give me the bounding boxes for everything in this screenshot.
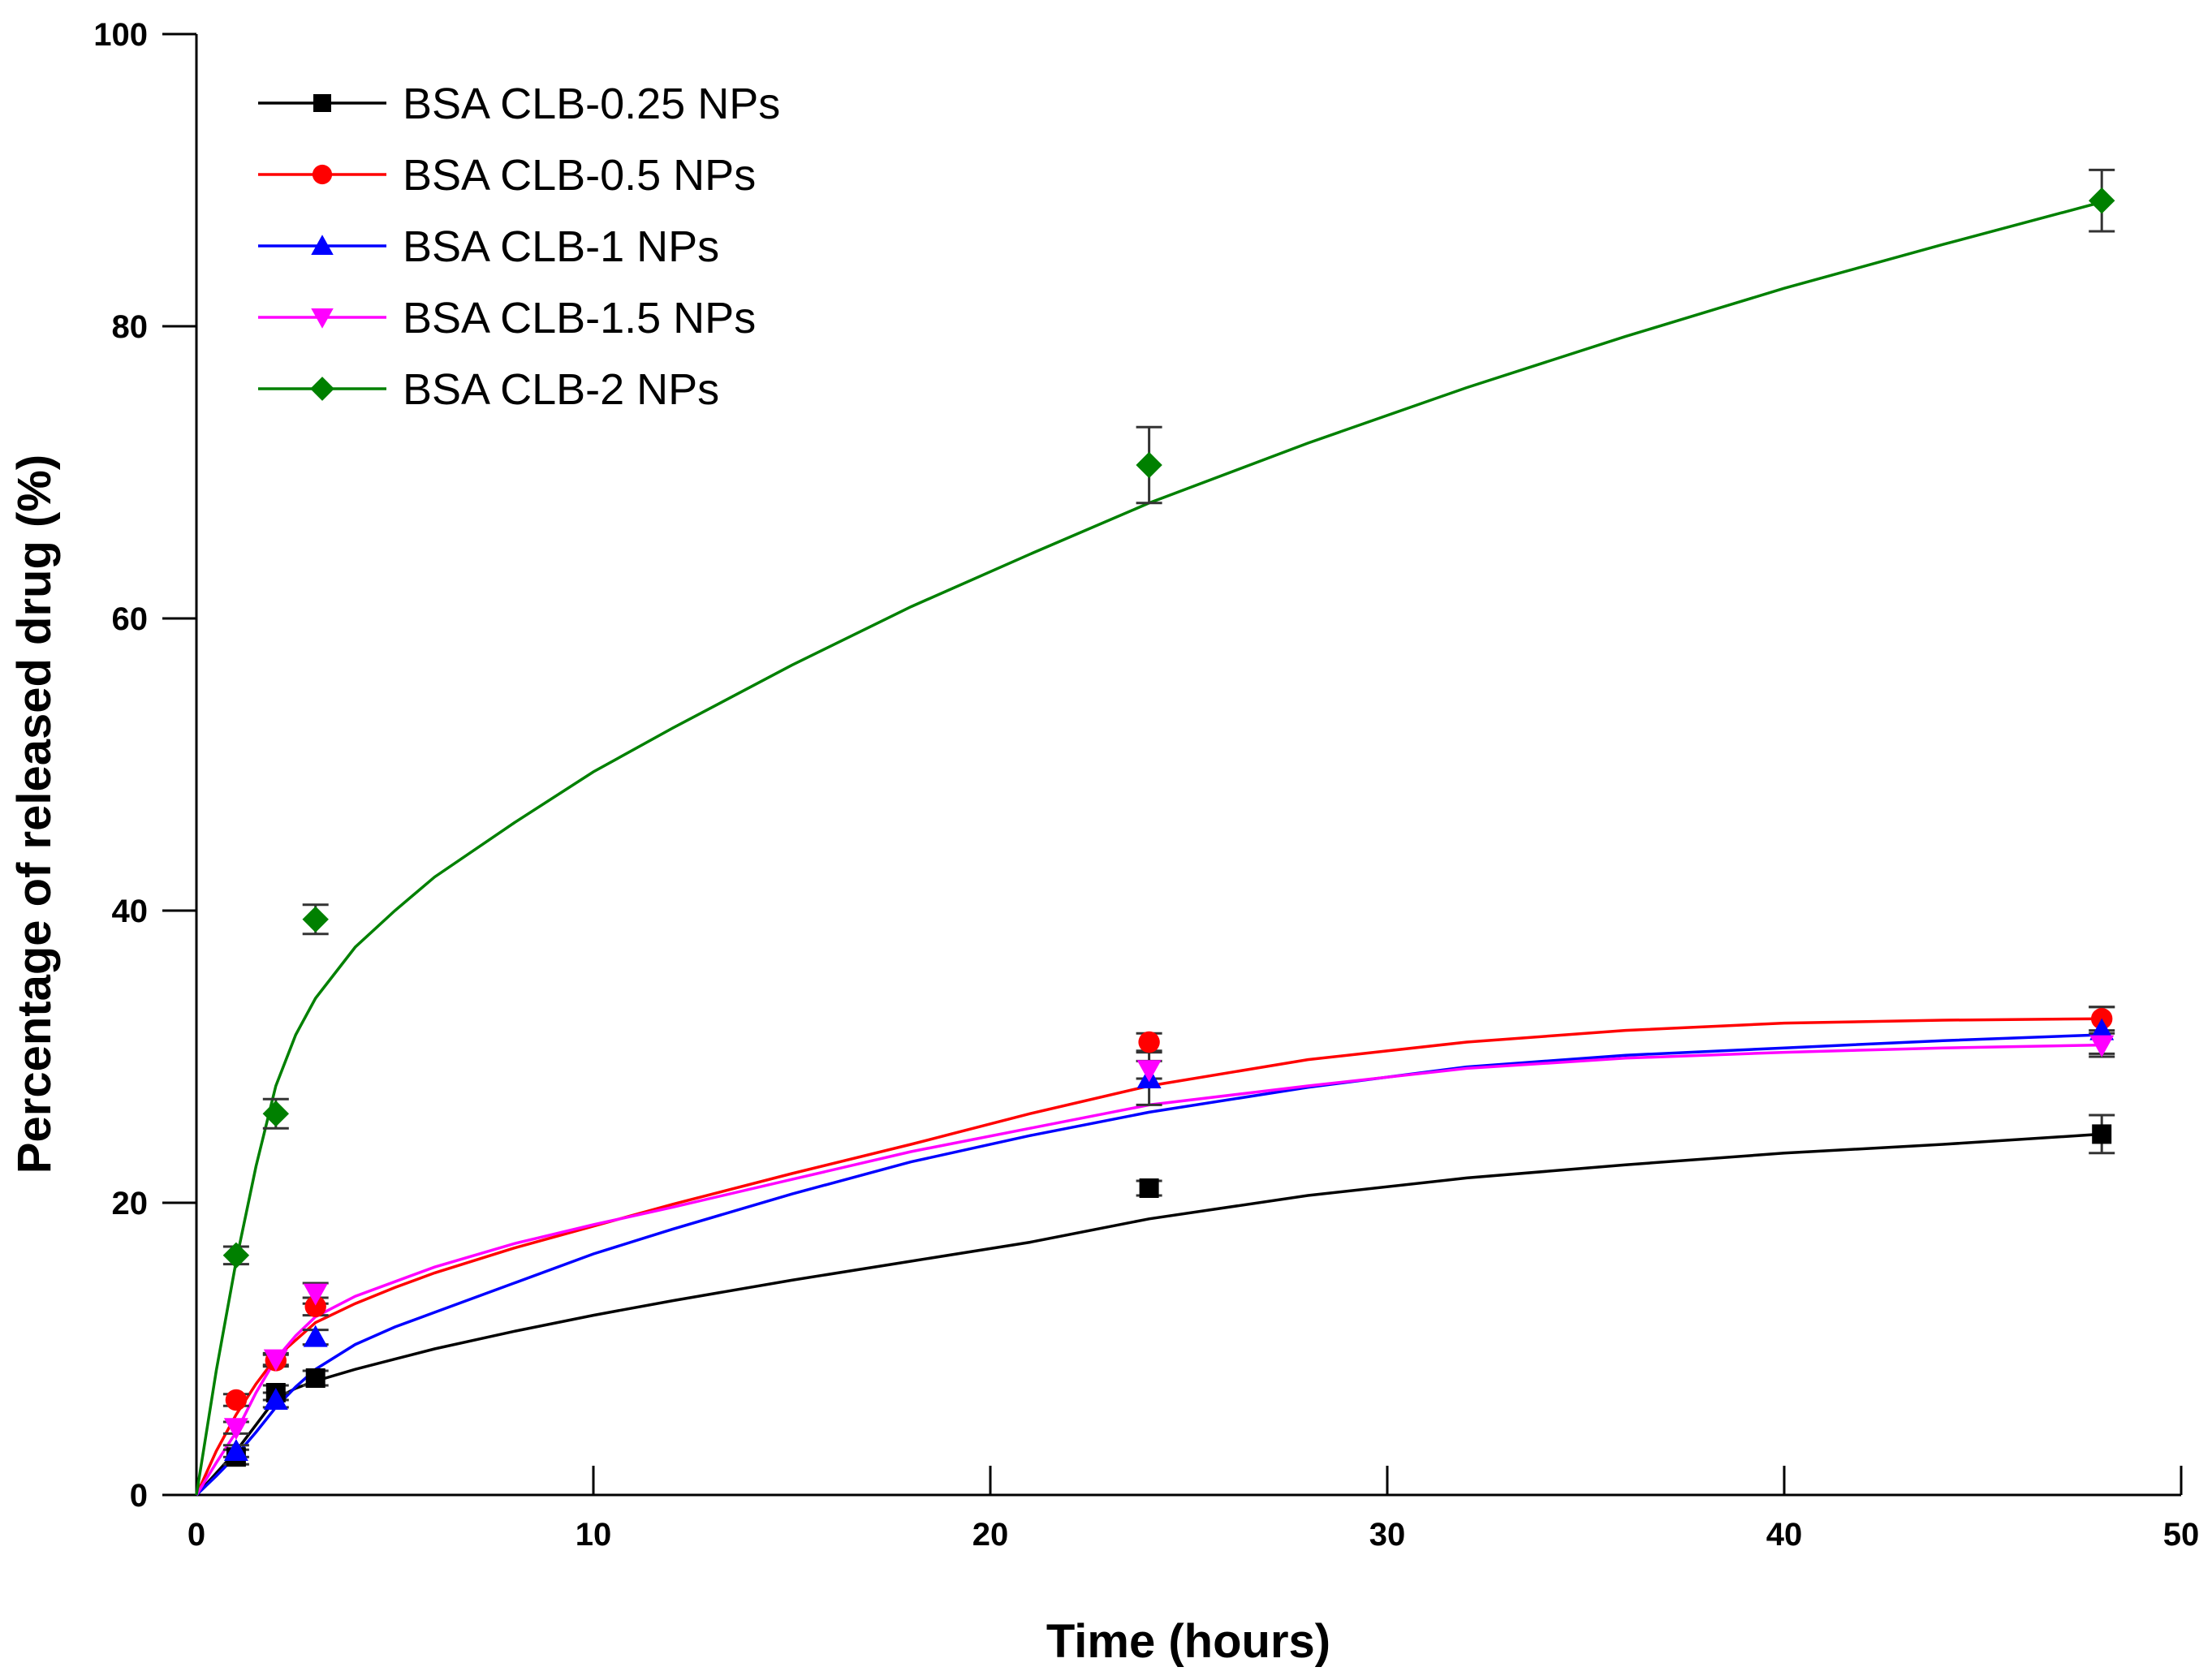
legend-item-bsa-clb-2-nps: BSA CLB-2 NPs bbox=[258, 365, 719, 414]
point-bsa-clb-1-5-nps-4 bbox=[2089, 1035, 2115, 1058]
fit-curve-bsa-clb-1-nps bbox=[195, 1033, 2102, 1497]
point-bsa-clb-1-5-nps-3 bbox=[1136, 1060, 1162, 1083]
point-bsa-clb-1-5-nps-1 bbox=[263, 1349, 288, 1372]
point-bsa-clb-0-25-nps-3 bbox=[1139, 1178, 1159, 1198]
point-bsa-clb-2-nps-3 bbox=[1136, 451, 1162, 479]
point-bsa-clb-0-5-nps-2 bbox=[304, 1295, 326, 1318]
legend-marker-bsa-clb-1-nps bbox=[311, 235, 334, 255]
x-tick-label-50: 50 bbox=[2163, 1517, 2200, 1553]
axes: 0 10 20 30 40 50 0 20 40 60 80 100 bbox=[93, 17, 2199, 1553]
point-bsa-clb-2-nps-4 bbox=[2089, 187, 2115, 214]
point-bsa-clb-0-5-nps-3 bbox=[1138, 1031, 1160, 1053]
point-bsa-clb-0-25-nps-2 bbox=[305, 1368, 326, 1388]
point-bsa-clb-0-5-nps-0 bbox=[225, 1389, 248, 1411]
point-bsa-clb-1-nps-4 bbox=[2089, 1018, 2115, 1040]
y-tick-label-20: 20 bbox=[112, 1186, 149, 1221]
fit-curve-bsa-clb-1-5-nps bbox=[195, 1043, 2102, 1496]
x-axis-title: Time (hours) bbox=[1046, 1615, 1330, 1668]
y-axis-title: Percentage of released drug (%) bbox=[8, 454, 61, 1174]
legend-item-bsa-clb-1-5-nps: BSA CLB-1.5 NPs bbox=[258, 294, 756, 342]
legend: BSA CLB-0.25 NPs BSA CLB-0.5 NPs BSA CLB-1… bbox=[258, 80, 780, 414]
legend-label-bsa-clb-1-5-nps: BSA CLB-1.5 NPs bbox=[403, 294, 756, 342]
legend-item-bsa-clb-1-nps: BSA CLB-1 NPs bbox=[258, 222, 719, 271]
y-tick-label-60: 60 bbox=[112, 601, 149, 637]
x-tick-label-30: 30 bbox=[1369, 1517, 1406, 1553]
y-tick-label-100: 100 bbox=[93, 17, 148, 53]
point-bsa-clb-1-5-nps-2 bbox=[303, 1283, 328, 1306]
legend-marker-bsa-clb-1-5-nps bbox=[311, 308, 334, 329]
legend-label-bsa-clb-2-nps: BSA CLB-2 NPs bbox=[403, 365, 719, 414]
legend-label-bsa-clb-0-5-nps: BSA CLB-0.5 NPs bbox=[403, 151, 756, 200]
legend-label-bsa-clb-1-nps: BSA CLB-1 NPs bbox=[403, 222, 719, 271]
x-tick-label-0: 0 bbox=[188, 1517, 205, 1553]
y-tick-label-80: 80 bbox=[112, 309, 149, 345]
x-tick-label-20: 20 bbox=[972, 1517, 1009, 1553]
x-tick-label-10: 10 bbox=[576, 1517, 612, 1553]
point-bsa-clb-1-nps-0 bbox=[223, 1439, 248, 1461]
legend-item-bsa-clb-0-25-nps: BSA CLB-0.25 NPs bbox=[258, 80, 780, 128]
legend-marker-bsa-clb-0-5-nps bbox=[312, 164, 333, 185]
point-bsa-clb-2-nps-2 bbox=[302, 906, 329, 933]
point-bsa-clb-2-nps-1 bbox=[262, 1101, 289, 1127]
y-tick-label-40: 40 bbox=[112, 894, 149, 929]
point-bsa-clb-0-25-nps-4 bbox=[2092, 1124, 2112, 1144]
point-bsa-clb-1-nps-1 bbox=[263, 1388, 288, 1410]
point-bsa-clb-1-nps-2 bbox=[303, 1325, 328, 1347]
legend-item-bsa-clb-0-5-nps: BSA CLB-0.5 NPs bbox=[258, 151, 756, 200]
legend-marker-bsa-clb-0-25-nps bbox=[313, 94, 331, 112]
error-bars bbox=[222, 168, 2115, 1466]
legend-marker-bsa-clb-2-nps bbox=[310, 377, 334, 401]
y-tick-label-0: 0 bbox=[130, 1478, 148, 1514]
point-bsa-clb-2-nps-0 bbox=[222, 1242, 250, 1269]
x-tick-label-40: 40 bbox=[1766, 1517, 1803, 1553]
point-bsa-clb-1-5-nps-0 bbox=[223, 1418, 248, 1441]
legend-label-bsa-clb-0-25-nps: BSA CLB-0.25 NPs bbox=[403, 80, 780, 128]
data-points bbox=[222, 187, 2115, 1467]
